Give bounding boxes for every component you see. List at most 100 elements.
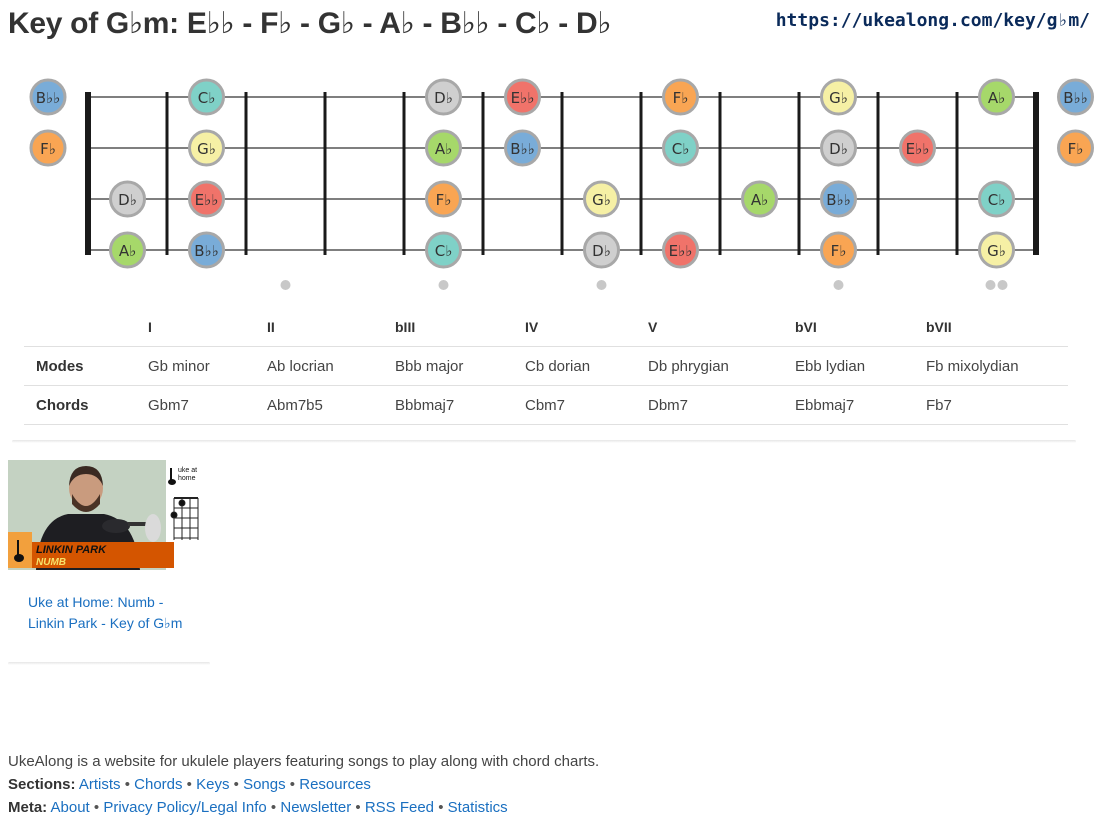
note-label: G♭ bbox=[829, 89, 848, 107]
note-label: A♭ bbox=[435, 140, 452, 158]
person-head bbox=[69, 468, 103, 508]
mode-cell: Db phrygian bbox=[636, 346, 783, 386]
footer-link-chords[interactable]: Chords bbox=[134, 776, 183, 793]
note-label: E♭♭ bbox=[511, 89, 535, 107]
degree-header: I bbox=[148, 319, 152, 335]
degree-header: bVII bbox=[926, 319, 952, 335]
degree-header: bIII bbox=[395, 319, 416, 335]
footer-sections: Sections: Artists • Chords • Keys • Song… bbox=[8, 776, 371, 793]
note-marker: G♭ bbox=[188, 129, 225, 167]
degree-header: bVI bbox=[795, 319, 817, 335]
fret-marker-dot bbox=[438, 280, 449, 290]
note-marker: F♭ bbox=[820, 231, 857, 269]
footer-meta: Meta: About • Privacy Policy/Legal Info … bbox=[8, 799, 508, 816]
note-marker: F♭ bbox=[662, 78, 699, 116]
note-marker: G♭ bbox=[820, 78, 857, 116]
note-marker: D♭ bbox=[583, 231, 620, 269]
note-label: E♭♭ bbox=[906, 140, 930, 158]
video-thumbnail[interactable]: uke at home LINKIN PARK NUMB bbox=[8, 460, 200, 570]
note-label: A♭ bbox=[119, 242, 136, 260]
chord-cell: Bbbmaj7 bbox=[383, 385, 513, 425]
modes-row: Modes Gb minor Ab locrian Bbb major Cb d… bbox=[24, 346, 1068, 386]
note-marker: F♭ bbox=[29, 129, 67, 167]
mode-cell: Fb mixolydian bbox=[914, 346, 1068, 386]
mode-cell: Ebb lydian bbox=[783, 346, 914, 386]
degree-header: IV bbox=[525, 319, 539, 335]
modes-chords-table: I II bIII IV V bVI bVII Modes Gb minor A… bbox=[24, 308, 1068, 425]
note-marker: E♭♭ bbox=[504, 78, 541, 116]
row-header-empty bbox=[24, 308, 136, 347]
chord-cell: Abm7b5 bbox=[255, 385, 383, 425]
site-description: UkeAlong is a website for ukulele player… bbox=[8, 753, 600, 770]
note-label: E♭♭ bbox=[195, 191, 219, 209]
note-marker: B♭♭ bbox=[29, 78, 67, 116]
logo-text-1: uke at bbox=[178, 467, 197, 474]
note-marker: C♭ bbox=[978, 180, 1015, 218]
note-label: A♭ bbox=[751, 191, 768, 209]
fret-marker-dot bbox=[280, 280, 291, 290]
note-label: G♭ bbox=[197, 140, 216, 158]
note-label: D♭ bbox=[434, 89, 453, 107]
mode-cell: Bbb major bbox=[383, 346, 513, 386]
note-label: B♭♭ bbox=[510, 140, 534, 158]
chord-cell: Dbm7 bbox=[636, 385, 783, 425]
note-label: G♭ bbox=[987, 242, 1006, 260]
footer-link-privacy[interactable]: Privacy Policy/Legal Info bbox=[103, 799, 267, 816]
chords-label: Chords bbox=[24, 385, 136, 425]
video-banner bbox=[8, 542, 174, 568]
note-marker: A♭ bbox=[425, 129, 462, 167]
note-marker: D♭ bbox=[820, 129, 857, 167]
note-label: C♭ bbox=[672, 140, 690, 158]
chords-row: Chords Gbm7 Abm7b5 Bbbmaj7 Cbm7 Dbm7 Ebb… bbox=[24, 385, 1068, 425]
note-label: C♭ bbox=[988, 191, 1006, 209]
note-marker: A♭ bbox=[109, 231, 146, 269]
note-label: F♭ bbox=[1068, 140, 1084, 158]
note-label: E♭♭ bbox=[669, 242, 693, 260]
footer-link-statistics[interactable]: Statistics bbox=[447, 799, 508, 816]
banner-song: NUMB bbox=[36, 557, 66, 568]
mode-cell: Gb minor bbox=[136, 346, 255, 386]
fret-marker-dot bbox=[997, 280, 1008, 290]
uke-at-home-logo: uke at home bbox=[168, 467, 197, 485]
note-marker: G♭ bbox=[978, 231, 1015, 269]
card-divider bbox=[12, 440, 1076, 443]
page-url[interactable]: https://ukealong.com/key/g♭m/ bbox=[775, 10, 1090, 31]
note-marker: D♭ bbox=[109, 180, 146, 218]
footer-link-resources[interactable]: Resources bbox=[299, 776, 371, 793]
note-label: D♭ bbox=[592, 242, 611, 260]
logo-text-2: home bbox=[178, 475, 196, 482]
chord-cell: Gbm7 bbox=[136, 385, 255, 425]
video-link[interactable]: Uke at Home: Numb - Linkin Park - Key of… bbox=[28, 594, 183, 631]
note-marker: B♭♭ bbox=[820, 180, 857, 218]
note-label: D♭ bbox=[829, 140, 848, 158]
note-marker: B♭♭ bbox=[188, 231, 225, 269]
note-label: F♭ bbox=[40, 140, 56, 158]
note-marker: A♭ bbox=[741, 180, 778, 218]
footer-link-about[interactable]: About bbox=[50, 799, 90, 816]
chord-cell: Fb7 bbox=[914, 385, 1068, 425]
footer-link-artists[interactable]: Artists bbox=[78, 776, 121, 793]
mode-cell: Cb dorian bbox=[513, 346, 636, 386]
degree-header: V bbox=[648, 319, 658, 335]
note-label: F♭ bbox=[436, 191, 452, 209]
note-marker: E♭♭ bbox=[899, 129, 936, 167]
note-label: F♭ bbox=[673, 89, 689, 107]
note-label: B♭♭ bbox=[36, 89, 60, 107]
note-marker: F♭ bbox=[425, 180, 462, 218]
note-marker: E♭♭ bbox=[662, 231, 699, 269]
fret-marker-dot bbox=[596, 280, 607, 290]
footer-link-rss[interactable]: RSS Feed bbox=[364, 799, 435, 816]
note-label: B♭♭ bbox=[194, 242, 218, 260]
note-label: F♭ bbox=[831, 242, 847, 260]
footer-link-newsletter[interactable]: Newsletter bbox=[280, 799, 352, 816]
note-marker: G♭ bbox=[583, 180, 620, 218]
footer-link-keys[interactable]: Keys bbox=[196, 776, 230, 793]
note-label: C♭ bbox=[198, 89, 216, 107]
fret-marker-dot bbox=[833, 280, 844, 290]
degree-header-row: I II bIII IV V bVI bVII bbox=[24, 308, 1068, 347]
footer-link-songs[interactable]: Songs bbox=[243, 776, 286, 793]
note-marker: C♭ bbox=[662, 129, 699, 167]
note-marker: C♭ bbox=[425, 231, 462, 269]
modes-label: Modes bbox=[24, 346, 136, 386]
note-label: C♭ bbox=[435, 242, 453, 260]
